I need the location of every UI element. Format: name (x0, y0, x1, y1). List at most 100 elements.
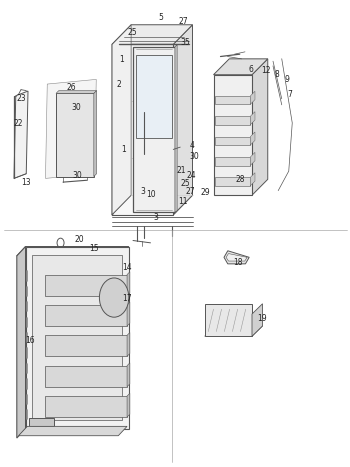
Text: 8: 8 (275, 70, 280, 79)
Polygon shape (214, 75, 252, 195)
Polygon shape (56, 91, 97, 93)
Text: 1: 1 (121, 145, 126, 154)
Circle shape (60, 108, 62, 112)
Polygon shape (250, 173, 255, 186)
Text: 15: 15 (89, 244, 99, 253)
Circle shape (69, 131, 72, 134)
Circle shape (83, 169, 86, 173)
Text: 24: 24 (187, 170, 197, 180)
Circle shape (83, 146, 86, 150)
Text: 27: 27 (186, 187, 196, 196)
Text: 21: 21 (176, 166, 186, 175)
Circle shape (83, 131, 86, 134)
Circle shape (74, 169, 76, 173)
Text: 12: 12 (261, 66, 271, 76)
Text: 25: 25 (181, 178, 190, 188)
Text: 30: 30 (71, 103, 81, 112)
Circle shape (64, 108, 67, 112)
Circle shape (64, 146, 67, 150)
Polygon shape (133, 47, 175, 212)
Circle shape (83, 108, 86, 112)
Circle shape (99, 278, 129, 317)
Text: 30: 30 (72, 170, 82, 180)
Circle shape (74, 108, 76, 112)
Polygon shape (175, 45, 177, 212)
Circle shape (69, 146, 72, 150)
Polygon shape (14, 91, 28, 178)
Text: 17: 17 (122, 294, 132, 304)
Circle shape (78, 108, 81, 112)
Polygon shape (173, 25, 193, 215)
Text: 2: 2 (117, 79, 121, 89)
Circle shape (60, 146, 62, 150)
Polygon shape (94, 91, 97, 177)
Polygon shape (45, 335, 127, 356)
Circle shape (74, 138, 76, 142)
Circle shape (74, 131, 76, 134)
Text: 6: 6 (249, 64, 254, 74)
Text: 30: 30 (189, 152, 199, 161)
Text: 10: 10 (146, 190, 156, 199)
Polygon shape (127, 393, 130, 417)
Polygon shape (46, 79, 96, 178)
Polygon shape (215, 116, 250, 125)
Circle shape (60, 162, 62, 165)
Circle shape (83, 115, 86, 119)
Polygon shape (252, 304, 262, 336)
Circle shape (69, 169, 72, 173)
Text: 18: 18 (233, 258, 243, 267)
Circle shape (88, 154, 91, 157)
Polygon shape (250, 91, 255, 105)
Circle shape (64, 138, 67, 142)
Text: 1: 1 (119, 55, 124, 64)
Polygon shape (56, 93, 94, 177)
Circle shape (64, 169, 67, 173)
Polygon shape (112, 25, 131, 215)
Polygon shape (127, 302, 130, 326)
Polygon shape (26, 247, 129, 429)
Circle shape (64, 162, 67, 165)
Polygon shape (29, 418, 54, 426)
Polygon shape (205, 304, 252, 336)
Circle shape (88, 115, 91, 119)
Text: 4: 4 (189, 141, 194, 150)
Circle shape (88, 146, 91, 150)
Circle shape (83, 154, 86, 157)
Text: 11: 11 (178, 197, 188, 206)
Circle shape (60, 138, 62, 142)
Polygon shape (112, 25, 192, 44)
Circle shape (69, 138, 72, 142)
Polygon shape (215, 137, 250, 145)
Text: 14: 14 (122, 262, 132, 272)
Circle shape (74, 115, 76, 119)
Circle shape (88, 108, 91, 112)
Circle shape (88, 100, 91, 104)
Polygon shape (45, 396, 127, 417)
Polygon shape (250, 112, 255, 125)
Circle shape (74, 123, 76, 127)
Polygon shape (45, 366, 127, 387)
Text: 19: 19 (257, 314, 267, 323)
Circle shape (83, 123, 86, 127)
Circle shape (78, 146, 81, 150)
Polygon shape (250, 132, 255, 145)
Polygon shape (127, 363, 130, 387)
Circle shape (88, 138, 91, 142)
Polygon shape (19, 426, 127, 436)
Circle shape (74, 100, 76, 104)
Text: 9: 9 (285, 75, 289, 84)
Circle shape (69, 108, 72, 112)
Circle shape (88, 131, 91, 134)
Circle shape (60, 115, 62, 119)
Circle shape (88, 169, 91, 173)
Polygon shape (215, 157, 250, 165)
Text: 25: 25 (127, 28, 137, 37)
Polygon shape (17, 247, 26, 438)
Polygon shape (136, 55, 172, 138)
Circle shape (78, 169, 81, 173)
Circle shape (88, 162, 91, 165)
Polygon shape (45, 275, 127, 296)
Polygon shape (215, 96, 250, 105)
Text: 3: 3 (140, 187, 145, 196)
Text: 3: 3 (153, 212, 158, 222)
